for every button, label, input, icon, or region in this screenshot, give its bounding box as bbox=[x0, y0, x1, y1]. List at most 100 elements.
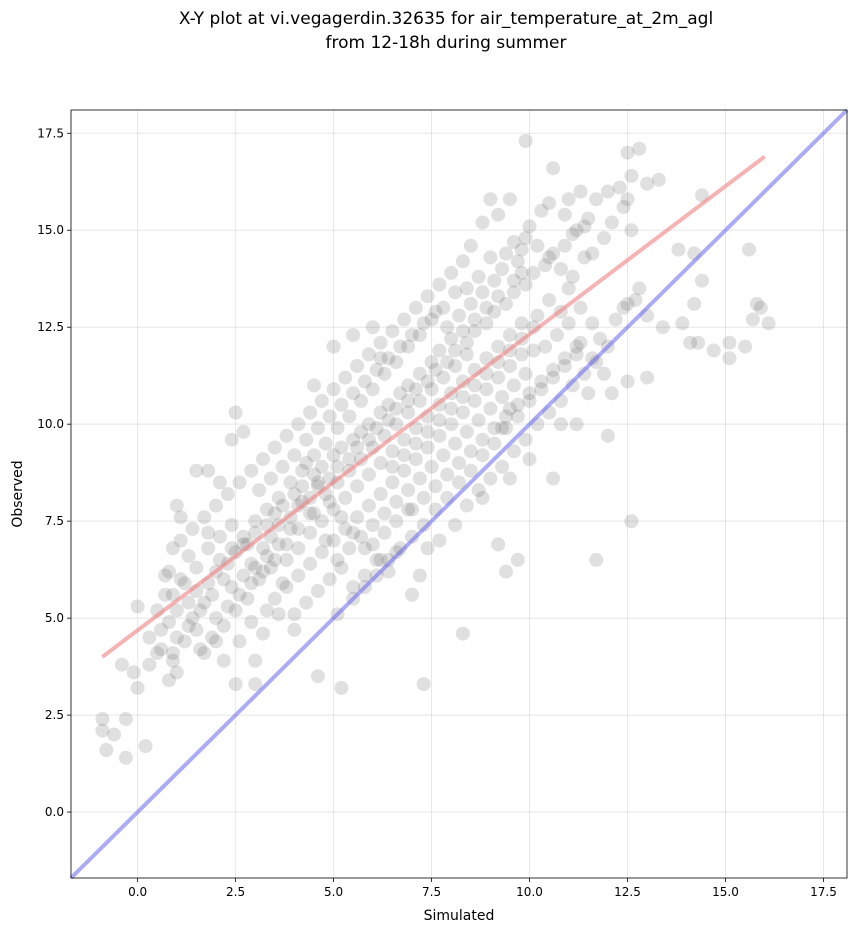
scatter-point bbox=[130, 680, 145, 695]
scatter-point bbox=[506, 444, 521, 459]
scatter-point bbox=[354, 393, 368, 408]
scatter-point bbox=[483, 401, 498, 416]
scatter-point bbox=[745, 312, 760, 327]
scatter-point bbox=[448, 343, 463, 358]
scatter-point bbox=[624, 168, 639, 183]
scatter-point bbox=[604, 386, 619, 401]
scatter-point bbox=[448, 436, 463, 451]
chart-title: X-Y plot at vi.vegagerdin.32635 for air_… bbox=[179, 9, 713, 29]
x-tick-label: 10.0 bbox=[516, 885, 543, 899]
scatter-point bbox=[334, 440, 349, 455]
scatter-point bbox=[491, 370, 506, 385]
scatter-point bbox=[361, 467, 376, 482]
y-tick-label: 17.5 bbox=[37, 126, 64, 140]
scatter-point bbox=[514, 265, 529, 280]
scatter-point bbox=[506, 378, 521, 393]
scatter-point bbox=[542, 196, 557, 211]
scatter-point bbox=[436, 300, 451, 315]
scatter-point bbox=[263, 471, 278, 486]
scatter-point bbox=[546, 161, 561, 176]
scatter-point bbox=[260, 603, 274, 618]
scatter-point bbox=[448, 359, 463, 373]
scatter-point bbox=[158, 568, 173, 583]
scatter-point bbox=[181, 549, 196, 564]
chart-subtitle: from 12-18h during summer bbox=[326, 33, 567, 53]
scatter-point bbox=[499, 564, 513, 579]
scatter-point bbox=[510, 552, 525, 567]
scatter-point bbox=[224, 580, 239, 595]
scatter-point bbox=[479, 316, 494, 331]
scatter-point bbox=[738, 339, 753, 354]
scatter-point bbox=[444, 417, 459, 432]
scatter-point bbox=[593, 331, 608, 346]
scatter-point bbox=[452, 308, 466, 323]
scatter-point bbox=[271, 490, 286, 505]
scatter-point bbox=[502, 401, 517, 416]
scatter-point bbox=[475, 448, 490, 463]
scatter-point bbox=[487, 436, 502, 451]
scatter-point bbox=[220, 599, 235, 614]
scatter-point bbox=[118, 750, 133, 765]
scatter-point bbox=[479, 382, 494, 397]
scatter-point bbox=[330, 552, 345, 567]
scatter-point bbox=[193, 603, 208, 618]
scatter-point bbox=[346, 580, 361, 595]
y-tick-label: 5.0 bbox=[45, 611, 64, 625]
scatter-point bbox=[408, 452, 423, 467]
scatter-point bbox=[169, 630, 184, 645]
scatter-point bbox=[228, 677, 243, 692]
scatter-point bbox=[252, 483, 267, 498]
scatter-point bbox=[722, 351, 737, 366]
scatter-point bbox=[499, 296, 513, 311]
scatter-point bbox=[561, 281, 576, 296]
scatter-point bbox=[506, 234, 521, 249]
scatter-point bbox=[99, 743, 114, 757]
scatter-point bbox=[307, 448, 321, 463]
scatter-point bbox=[436, 448, 451, 463]
scatter-point bbox=[279, 580, 294, 595]
scatter-point bbox=[467, 378, 482, 393]
scatter-point bbox=[338, 521, 353, 536]
scatter-point bbox=[655, 320, 670, 335]
scatter-point bbox=[412, 568, 427, 583]
scatter-point bbox=[620, 374, 635, 389]
scatter-point bbox=[608, 312, 623, 327]
scatter-point bbox=[459, 498, 474, 513]
scatter-point bbox=[216, 618, 231, 633]
scatter-point bbox=[436, 370, 451, 385]
scatter-point bbox=[471, 269, 486, 284]
scatter-point bbox=[342, 452, 357, 467]
scatter-point bbox=[397, 448, 412, 463]
scatter-point bbox=[510, 397, 525, 412]
scatter-point bbox=[561, 316, 576, 331]
scatter-point bbox=[455, 626, 470, 641]
scatter-point bbox=[510, 254, 525, 269]
scatter-point bbox=[248, 560, 263, 575]
scatter-point bbox=[518, 432, 533, 447]
scatter-point bbox=[432, 277, 447, 292]
scatter-point bbox=[632, 141, 647, 156]
reference-lines bbox=[69, 108, 849, 880]
scatter-point bbox=[173, 572, 188, 587]
scatter-point bbox=[142, 657, 157, 672]
scatter-point bbox=[499, 409, 513, 424]
scatter-point bbox=[232, 587, 247, 602]
scatter-point bbox=[475, 215, 490, 230]
scatter-point bbox=[475, 285, 490, 300]
scatter-point bbox=[753, 300, 768, 315]
scatter-point bbox=[303, 556, 318, 571]
scatter-point bbox=[506, 285, 521, 300]
scatter-point bbox=[448, 518, 463, 532]
scatter-point bbox=[138, 739, 153, 754]
scatter-point bbox=[416, 490, 431, 505]
regression-line bbox=[101, 154, 766, 659]
scatter-point bbox=[165, 541, 180, 556]
scatter-point bbox=[381, 552, 396, 567]
scatter-point bbox=[287, 487, 302, 501]
scatter-point bbox=[330, 459, 345, 474]
scatter-point bbox=[307, 506, 321, 521]
scatter-point bbox=[557, 238, 572, 253]
scatter-point bbox=[428, 304, 443, 319]
scatter-point bbox=[522, 219, 537, 234]
scatter-point bbox=[165, 646, 180, 660]
